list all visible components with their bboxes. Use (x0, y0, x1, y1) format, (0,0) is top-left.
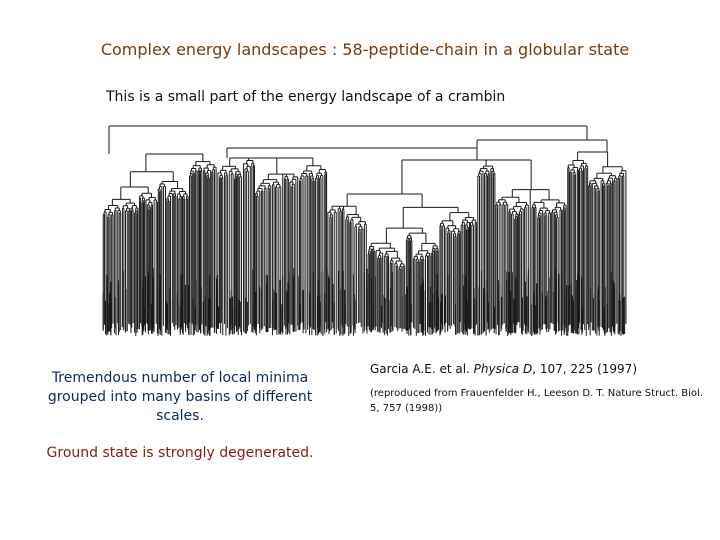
figure-caption: This is a small part of the energy lands… (106, 89, 506, 105)
disconnectivity-graph (102, 125, 627, 336)
ground-state-note: Ground state is strongly degenerated. (46, 445, 314, 461)
reproduced-note: (reproduced from Frauenfelder H., Leeson… (370, 388, 704, 414)
slide-title: Complex energy landscapes : 58-peptide-c… (100, 40, 630, 59)
energy-landscape-figure (97, 118, 633, 340)
citation-authors: Garcia A.E. et al. (370, 362, 474, 376)
citation-details: , 107, 225 (1997) (532, 362, 638, 376)
local-minima-note: Tremendous number of local minima groupe… (47, 370, 313, 424)
citation-journal: Physica D (473, 362, 533, 376)
citation: Garcia A.E. et al. Physica D, 107, 225 (… (370, 362, 710, 376)
